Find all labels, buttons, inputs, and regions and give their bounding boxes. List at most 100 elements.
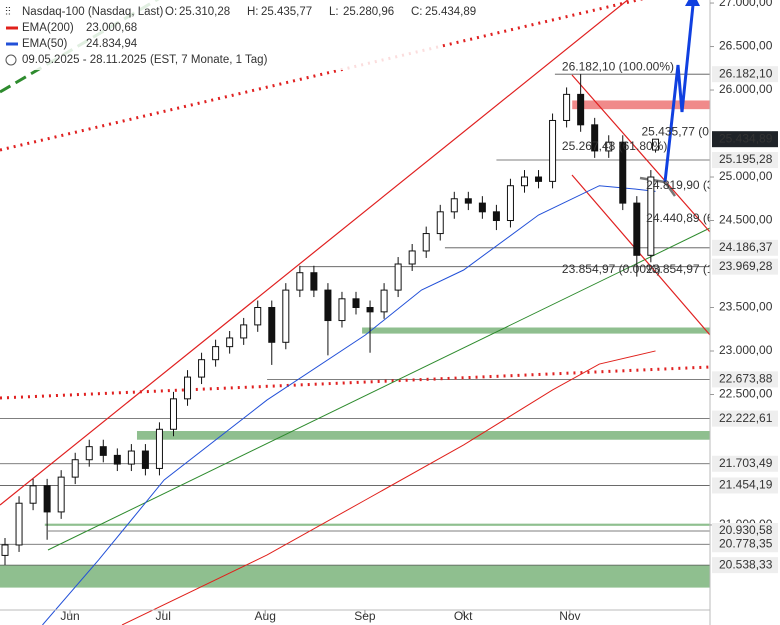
y-tick-label: 22.500,00 [719,387,773,401]
down-channel [571,74,711,233]
candle-body [549,119,557,182]
legend-name: EMA(200) [22,22,74,34]
price-label-bg [712,131,778,148]
candle-body [268,306,276,343]
candle-body [71,459,79,478]
candle-body [450,198,458,213]
x-tick-label: Aug [255,609,276,623]
price-label-bg [712,477,778,494]
ohlc-value: 25.435,77 [261,6,312,18]
arrow-head [685,0,700,6]
candle-body [535,176,543,182]
axis-bg [710,0,780,625]
candle-body [1,544,9,556]
ohlc-value: 25.434,89 [425,6,476,18]
price-label: 20.930,58 [719,523,773,537]
price-label-bg [712,258,778,275]
price-label: 26.182,10 [719,66,773,80]
y-tick-label: 26.000,00 [719,82,773,96]
candle-body [155,428,163,469]
zone [362,327,710,334]
price-label-bg [712,410,778,427]
candle-body [506,185,514,222]
candle-body [633,202,641,256]
ohlc-label: C: [411,6,423,18]
ohlc-label: H: [247,6,259,18]
candle-body [212,346,220,361]
fib-label: 23.854,97 (0.00%) [562,262,661,276]
ohlc-value: 25.280,96 [343,6,394,18]
candle-body [647,176,655,256]
candle-body [99,446,107,456]
price-label-bg [712,239,778,256]
candle-body [338,298,346,322]
price-label: 22.222,61 [719,411,773,425]
candle-body [141,450,149,469]
candle-body [591,124,599,152]
price-label: 20.538,33 [719,557,773,571]
fib-label: 25.267,48 (61.80%) [562,139,667,153]
candle-body [577,93,585,126]
header-bg [0,0,440,70]
y-tick-label: 23.500,00 [719,300,773,314]
header: ⫶⫶ Nasdaq-100 (Nasdaq, Last) O: 25.310,28… [0,0,476,70]
price-label-bg [712,66,778,83]
candle-body [296,272,304,291]
legend-value: 24.834,94 [86,38,138,50]
date-range: 09.05.2025 - 28.11.2025 [22,54,146,66]
candle-body [282,289,290,343]
candle-body [57,476,65,513]
candle-body [113,454,121,465]
candle-body [43,485,51,513]
candle-body [310,272,318,291]
candle-body [169,398,177,430]
candle-body [254,306,262,326]
price-label-bg [712,371,778,388]
title: Nasdaq-100 (Nasdaq, Last) [22,6,163,18]
icon: ⫶⫶ [5,6,11,18]
candle-body [563,93,571,121]
zone [0,564,710,588]
zone [44,523,711,526]
candle-body [605,141,613,152]
price-label-bg [712,557,778,574]
candle-body [394,263,402,291]
candle-body [520,176,528,187]
legend-name: EMA(50) [22,38,68,50]
price-label: 23.969,28 [719,259,773,273]
x-tick-label: Sep [354,609,376,623]
candle-body [85,446,93,461]
candle-body [15,502,23,546]
x-tick-label: Jul [156,609,171,623]
trend-dotted [0,365,711,400]
ohlc-value: 25.310,28 [179,6,230,18]
y-tick-label: 23.000,00 [719,343,773,357]
price-label-bg [712,523,778,540]
candle-body [422,233,430,252]
price-label-bg [712,455,778,472]
candle-body [127,450,135,465]
price-label-bg [712,152,778,169]
y-tick-label: 27.000,00 [719,0,773,9]
candle-body [652,138,660,151]
candle-body [436,211,444,235]
x-tick-label: Okt [454,609,473,623]
fib-label: 26.182,10 (100.00%) [562,59,674,73]
fib-label: 23.854,97 (10 [646,262,720,276]
x-tick-label: Nov [559,609,580,623]
fib-label: 24.819,90 (38 [646,178,720,192]
y-tick-label: 26.500,00 [719,39,773,53]
candle-body [464,198,472,204]
price-label-bg [712,536,778,553]
price-label: 21.454,19 [719,478,773,492]
zone [136,431,711,440]
x-tick-label: Jun [60,609,79,623]
candle-body [380,289,388,313]
fib-label: 25.435,77 (0.0 [641,124,719,138]
trend-support [47,227,711,551]
blue-arrow [663,4,695,183]
ema-line [42,185,656,625]
candle-body [478,202,486,213]
range-note: (EST, 7 Monate, 1 Tag) [150,54,268,66]
trend-channel [0,0,629,506]
